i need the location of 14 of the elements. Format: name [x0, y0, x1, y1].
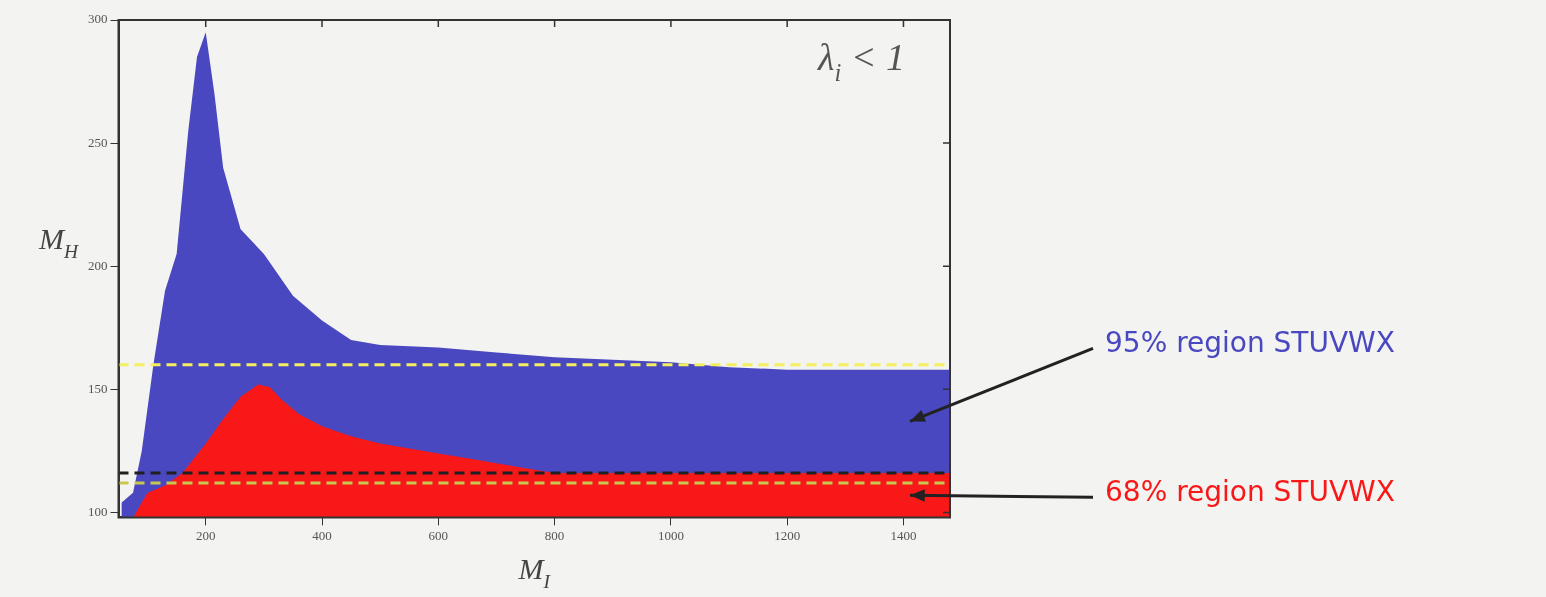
- x-tick-label: 800: [544, 527, 565, 543]
- x-tick-label: 1000: [657, 527, 684, 543]
- x-tick-label: 600: [428, 527, 449, 543]
- text: 68% region STUVWX: [1105, 474, 1395, 508]
- y-tick-label: 250: [88, 134, 108, 150]
- y-tick-label: 200: [88, 257, 108, 273]
- y-tick-label: 150: [88, 380, 108, 396]
- text: 95% region STUVWX: [1105, 325, 1395, 359]
- x-tick-label: 200: [195, 527, 216, 543]
- x-tick-label: 400: [312, 527, 332, 543]
- x-tick-label: 1400: [890, 527, 917, 543]
- y-tick-label: 300: [88, 11, 108, 27]
- y-tick-label: 100: [88, 503, 108, 519]
- x-tick-label: 1200: [774, 527, 801, 543]
